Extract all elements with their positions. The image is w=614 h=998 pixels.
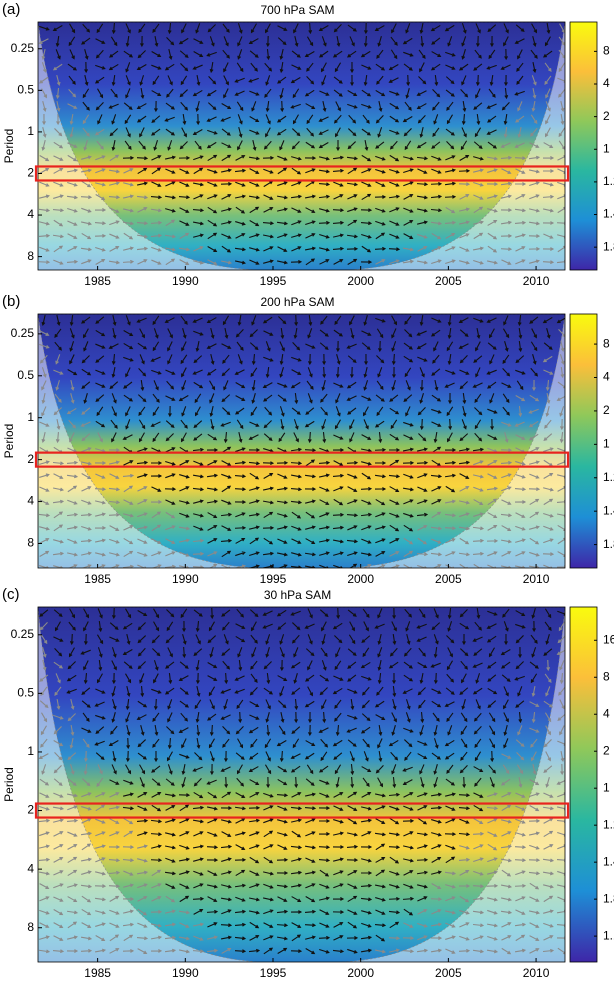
y-tick-label: 2 <box>27 452 34 466</box>
cone-overlay <box>38 314 565 568</box>
colorbar-tick-label: 4 <box>603 370 610 384</box>
y-tick-label: 0.25 <box>11 41 35 55</box>
highlight-box <box>34 165 570 182</box>
colorbar-tick-label: 2 <box>603 403 610 417</box>
plot-frame <box>37 21 566 271</box>
colorbar-tick-label: 4 <box>603 76 610 90</box>
phase-arrows-outside <box>38 23 565 266</box>
cone-edge <box>38 607 565 962</box>
colorbar-tick-label: 1.2 <box>603 817 614 831</box>
y-axis-label: Period <box>2 767 16 802</box>
x-tick-label: 2005 <box>435 274 462 288</box>
x-tick-label: 1990 <box>172 572 199 586</box>
y-tick-label: 0.5 <box>17 686 34 700</box>
plot-area <box>38 22 565 270</box>
y-tick-label: 4 <box>27 861 34 875</box>
y-tick-label: 4 <box>27 207 34 221</box>
colorbar-tick-label: 1 <box>603 780 610 794</box>
y-tick-label: 0.25 <box>11 627 35 641</box>
highlight-box <box>34 451 570 468</box>
x-tick-label: 1995 <box>260 966 287 980</box>
y-tick-label: 4 <box>27 494 34 508</box>
y-tick-label: 8 <box>27 920 34 934</box>
colorbar-tick-label: 1 <box>603 141 610 155</box>
x-tick-label: 2010 <box>523 966 550 980</box>
highlight-box <box>34 802 570 819</box>
y-tick-label: 0.5 <box>17 368 34 382</box>
x-tick-label: 2000 <box>347 274 374 288</box>
plot-area <box>38 314 565 568</box>
chart-title: 700 hPa SAM <box>260 3 334 17</box>
colorbar-tick-label: 1.4 <box>603 854 614 868</box>
phase-arrows <box>41 314 565 568</box>
colorbar-tick-label: 1 <box>603 437 610 451</box>
colorbar-tick-label: 8 <box>603 44 610 58</box>
y-tick-label: 2 <box>27 803 34 817</box>
phase-arrows <box>39 22 553 266</box>
colorbar-tick-label: 1.8 <box>603 239 614 253</box>
colorbar-tick-label: 1.4 <box>603 207 614 221</box>
x-tick-label: 1990 <box>172 966 199 980</box>
x-tick-label: 2010 <box>523 572 550 586</box>
colorbar <box>569 313 598 569</box>
x-tick-label: 2010 <box>523 274 550 288</box>
phase-arrows <box>39 607 565 955</box>
colorbar-tick-label: 4 <box>603 706 610 720</box>
cone-overlay <box>38 607 565 962</box>
colorbar-tick-label: 8 <box>603 669 610 683</box>
x-tick-label: 1985 <box>84 274 111 288</box>
y-tick-label: 0.5 <box>17 83 34 97</box>
y-tick-label: 8 <box>27 249 34 263</box>
plot-frame <box>37 313 566 569</box>
colorbar <box>569 606 598 963</box>
x-tick-label: 1985 <box>84 572 111 586</box>
panel-label: (c) <box>2 586 20 603</box>
x-tick-label: 2005 <box>435 966 462 980</box>
y-axis-label: Period <box>2 424 16 459</box>
colorbar-tick-label: 1.2 <box>603 174 614 188</box>
colorbar-tick-label: 1.4 <box>603 503 614 517</box>
y-tick-label: 1 <box>27 744 34 758</box>
cone-edge <box>38 314 565 568</box>
y-tick-label: 0.25 <box>11 326 35 340</box>
y-tick-label: 8 <box>27 536 34 550</box>
colorbar-tick-label: 16 <box>603 632 614 646</box>
x-tick-label: 1985 <box>84 966 111 980</box>
y-tick-label: 2 <box>27 166 34 180</box>
plot-area <box>38 607 565 962</box>
x-tick-label: 1995 <box>260 274 287 288</box>
phase-arrows-outside <box>38 621 565 955</box>
x-tick-label: 1995 <box>260 572 287 586</box>
plot-frame <box>37 606 566 963</box>
colorbar-tick-label: 1.2 <box>603 470 614 484</box>
chart-title: 200 hPa SAM <box>260 295 334 309</box>
chart-title: 30 hPa SAM <box>264 588 331 602</box>
panel-label: (b) <box>2 293 20 310</box>
colorbar-tick-label: 1.8 <box>603 891 614 905</box>
panel-label: (a) <box>2 1 20 18</box>
y-tick-label: 1 <box>27 124 34 138</box>
colorbar-tick-label: 8 <box>603 336 610 350</box>
colorbar-tick-label: 2 <box>603 109 610 123</box>
colorbar-tick-label: 1.16 <box>603 928 614 942</box>
colorbar <box>569 21 598 271</box>
cone-overlay <box>38 22 565 270</box>
x-tick-label: 2000 <box>347 966 374 980</box>
x-tick-label: 2005 <box>435 572 462 586</box>
x-tick-label: 1990 <box>172 274 199 288</box>
y-tick-label: 1 <box>27 410 34 424</box>
colorbar-tick-label: 1.8 <box>603 537 614 551</box>
x-tick-label: 2000 <box>347 572 374 586</box>
colorbar-tick-label: 2 <box>603 743 610 757</box>
y-axis-label: Period <box>2 129 16 164</box>
